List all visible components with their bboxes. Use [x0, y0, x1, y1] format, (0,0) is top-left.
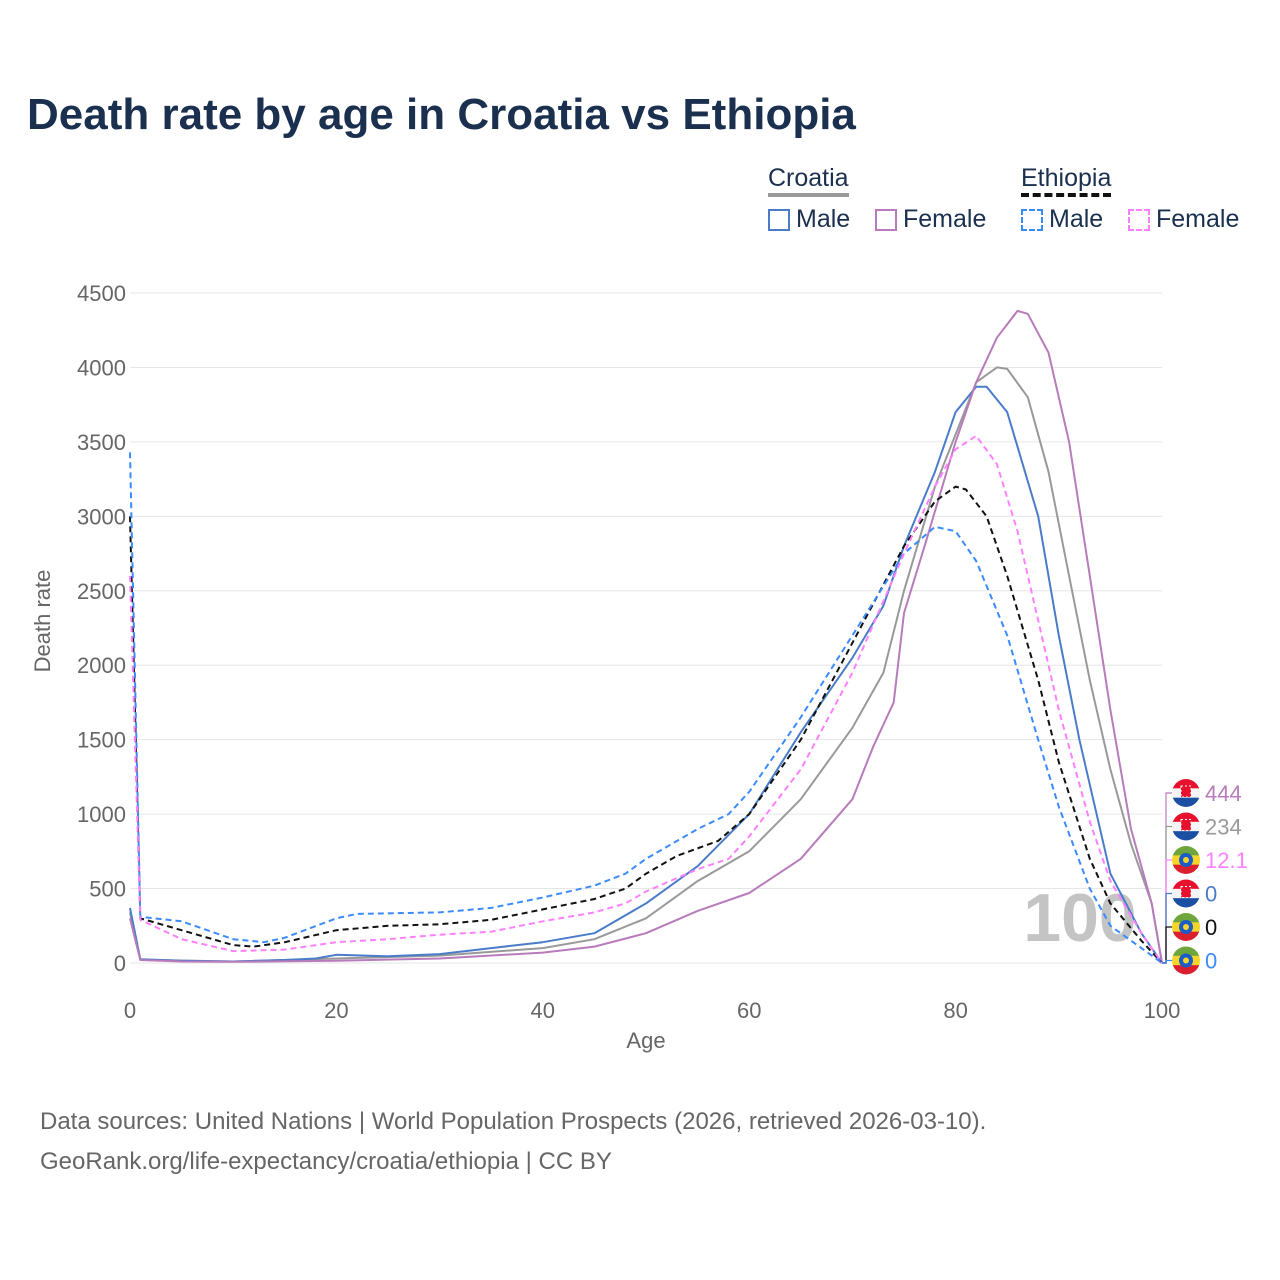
- y-tick-label: 4500: [77, 281, 126, 306]
- x-tick-label: 20: [324, 998, 348, 1023]
- x-tick-label: 80: [943, 998, 967, 1023]
- end-label-connector: [1162, 959, 1174, 964]
- ethiopia-flag-icon: [1172, 913, 1200, 941]
- chart-title: Death rate by age in Croatia vs Ethiopia: [27, 90, 856, 139]
- legend-ethiopia-male[interactable]: Male: [1021, 205, 1103, 234]
- legend-label: Female: [903, 205, 987, 233]
- y-tick-label: 2000: [77, 653, 126, 678]
- series-line-croatia-male: [129, 385, 1163, 964]
- series-line-ethiopia-female: [129, 434, 1163, 964]
- y-axis-label: Death rate: [30, 570, 55, 673]
- y-tick-label: 1500: [77, 728, 126, 753]
- series-line-croatia-total: [129, 366, 1163, 964]
- watermark-year: 100: [1023, 880, 1136, 956]
- x-tick-label: 40: [531, 998, 555, 1023]
- croatia-flag-icon: [1172, 812, 1200, 841]
- legend-croatia-female[interactable]: Female: [875, 205, 986, 234]
- y-tick-label: 3000: [77, 504, 126, 529]
- legend-ethiopia: Ethiopia: [1021, 164, 1112, 197]
- x-axis-label: Age: [626, 1028, 665, 1053]
- swatch: [1021, 208, 1043, 231]
- swatch: [768, 208, 790, 231]
- end-label-connector: [1162, 859, 1174, 964]
- source-line-1: Data sources: United Nations | World Pop…: [40, 1108, 987, 1135]
- end-value-label: 0: [1205, 949, 1217, 974]
- legend-label: Male: [1049, 205, 1104, 233]
- series-line-ethiopia-total: [129, 485, 1163, 964]
- croatia-flag-icon: [1172, 879, 1200, 908]
- x-tick-label: 60: [737, 998, 761, 1023]
- end-value-label: 12.1: [1205, 848, 1248, 873]
- y-tick-label: 4000: [77, 355, 126, 380]
- end-value-label: 234: [1205, 815, 1242, 840]
- croatia-flag-icon: [1172, 779, 1200, 807]
- legend-croatia: Croatia: [768, 164, 849, 197]
- swatch: [1128, 208, 1150, 231]
- series-line-croatia-female: [129, 309, 1163, 964]
- y-tick-label: 3500: [77, 430, 126, 455]
- swatch: [875, 208, 897, 231]
- end-value-label: 0: [1205, 882, 1217, 907]
- end-value-label: 0: [1205, 915, 1217, 940]
- y-tick-label: 2500: [77, 579, 126, 604]
- series-line-ethiopia-male: [129, 452, 1163, 964]
- y-tick-label: 1000: [77, 802, 126, 827]
- ethiopia-flag-icon: [1172, 946, 1200, 975]
- y-tick-label: 0: [114, 951, 126, 976]
- legend-label: Female: [1156, 205, 1240, 233]
- source-line-2: GeoRank.org/life-expectancy/croatia/ethi…: [40, 1148, 612, 1175]
- end-value-label: 444: [1205, 781, 1242, 806]
- ethiopia-flag-icon: [1172, 846, 1200, 874]
- legend-ethiopia-female[interactable]: Female: [1128, 205, 1239, 234]
- end-label-connector: [1162, 926, 1174, 964]
- x-tick-label: 0: [124, 998, 136, 1023]
- x-tick-label: 100: [1144, 998, 1181, 1023]
- legend-croatia-male[interactable]: Male: [768, 205, 850, 234]
- end-label-connector: [1162, 792, 1174, 964]
- legend-label: Male: [796, 205, 851, 233]
- y-tick-label: 500: [89, 877, 126, 902]
